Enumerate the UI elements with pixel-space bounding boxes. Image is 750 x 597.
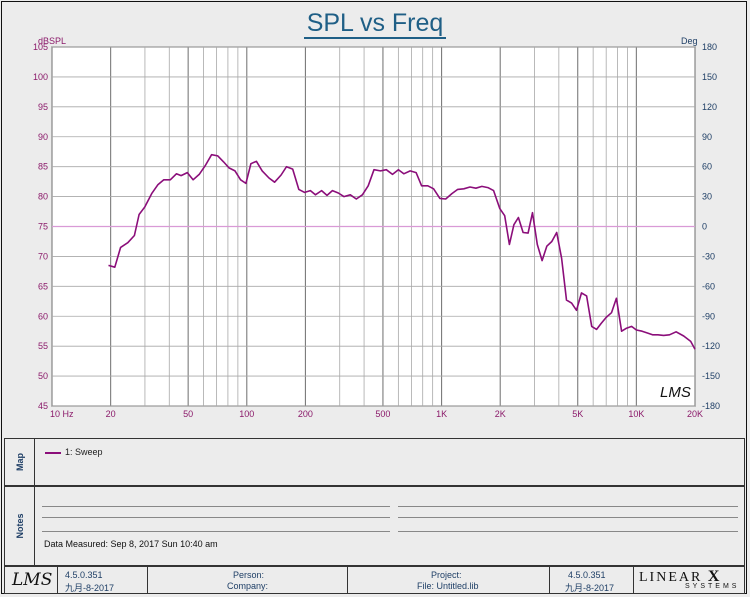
- y2-tick-label: -90: [702, 311, 715, 321]
- footer-date-left: 九月-8-2017: [65, 583, 115, 593]
- footer-project-cell: Project: File: Untitled.lib: [347, 567, 550, 593]
- map-panel: Map 1: Sweep: [4, 438, 745, 486]
- y2-tick-label: 60: [702, 162, 712, 172]
- y-tick-label: 45: [38, 401, 48, 411]
- footer-date-right: 九月-8-2017: [565, 583, 615, 593]
- footer-bar: LMS 4.5.0.351 九月-8-2017 Person: Company:…: [4, 566, 745, 594]
- map-side-label: Map: [5, 439, 35, 485]
- y2-tick-labels: 180 150 120 90 60 30 0 -30 -60 -90 -120 -150 -180: [702, 42, 720, 411]
- y2-tick-label: 0: [702, 222, 707, 232]
- y2-tick-label: 120: [702, 102, 717, 112]
- x-tick-label: 10K: [628, 409, 644, 419]
- y2-tick-label: 90: [702, 132, 712, 142]
- y2-tick-label: -120: [702, 341, 720, 351]
- y-tick-label: 70: [38, 251, 48, 261]
- data-measured-text: Data Measured: Sep 8, 2017 Sun 10:40 am: [44, 539, 218, 549]
- footer-company-label: Company:: [227, 581, 269, 591]
- footer-brand-cell: LINEAR X SYSTEMS: [633, 567, 744, 593]
- notes-line[interactable]: [398, 517, 738, 518]
- x-tick-label: 10 Hz: [50, 409, 74, 419]
- footer-version-right: 4.5.0.351: [568, 570, 606, 580]
- series-line-sweep: [108, 153, 696, 350]
- y-tick-label: 90: [38, 132, 48, 142]
- footer-brand-sub: SYSTEMS: [685, 583, 740, 590]
- series-group: [108, 153, 696, 350]
- brand-x-text: X: [707, 568, 722, 585]
- y-tick-labels: 105 100 95 90 85 80 75 70 65 60 55 50 45: [33, 42, 48, 411]
- y2-tick-label: -30: [702, 251, 715, 261]
- notes-line[interactable]: [42, 517, 390, 518]
- y2-tick-label: 150: [702, 72, 717, 82]
- x-tick-label: 100: [239, 409, 254, 419]
- y-tick-label: 100: [33, 72, 48, 82]
- x-tick-label: 200: [298, 409, 313, 419]
- y2-tick-label: 180: [702, 42, 717, 52]
- chart-title: SPL vs Freq: [0, 9, 750, 39]
- footer-version-cell-left: 4.5.0.351 九月-8-2017: [57, 567, 148, 593]
- spl-chart: 10 Hz 20 50 100 200 500 1K 2K 5K 10K 20K 105100959…: [33, 42, 720, 419]
- x-tick-label: 20: [106, 409, 116, 419]
- y-tick-label: 80: [38, 192, 48, 202]
- y-tick-label: 60: [38, 311, 48, 321]
- y2-tick-label: -60: [702, 281, 715, 291]
- x-tick-label: 50: [183, 409, 193, 419]
- x-tick-label: 5K: [572, 409, 583, 419]
- y-tick-label: 105: [33, 42, 48, 52]
- footer-person-label: Person:: [233, 570, 265, 580]
- footer-version-cell-right: 4.5.0.351 九月-8-2017: [549, 567, 634, 593]
- notes-side-label: Notes: [5, 487, 35, 565]
- y-tick-label: 85: [38, 162, 48, 172]
- notes-line[interactable]: [398, 506, 738, 507]
- x-tick-label: 1K: [436, 409, 447, 419]
- footer-logo-cell: LMS: [5, 567, 58, 593]
- left-axis-unit: dBSPL: [38, 36, 67, 46]
- y2-tick-label: -150: [702, 371, 720, 381]
- y-tick-label: 95: [38, 102, 48, 112]
- legend-entry: 1: Sweep: [65, 447, 103, 457]
- x-tick-labels: 10 Hz 20 50 100 200 500 1K 2K 5K 10K 20K: [50, 409, 703, 419]
- footer-project-label: Project:: [431, 570, 462, 580]
- y-tick-label: 55: [38, 341, 48, 351]
- y-tick-label: 50: [38, 371, 48, 381]
- y-tick-label: 65: [38, 281, 48, 291]
- footer-version-left: 4.5.0.351: [65, 570, 103, 580]
- y2-tick-label: 30: [702, 192, 712, 202]
- notes-line[interactable]: [42, 531, 390, 532]
- footer-lms-logo: LMS: [12, 570, 53, 590]
- notes-panel: Notes Data Measured: Sep 8, 2017 Sun 10:…: [4, 486, 745, 566]
- notes-line[interactable]: [398, 531, 738, 532]
- legend-swatch: [45, 452, 61, 454]
- y-tick-label: 75: [38, 222, 48, 232]
- footer-file-label: File: Untitled.lib: [417, 581, 479, 591]
- y2-tick-label: -180: [702, 401, 720, 411]
- footer-person-cell: Person: Company:: [147, 567, 348, 593]
- lms-watermark: LMS: [660, 384, 691, 401]
- notes-line[interactable]: [42, 506, 390, 507]
- brand-main-text: LINEAR: [639, 570, 703, 585]
- x-tick-label: 2K: [495, 409, 506, 419]
- footer-brand-logo: LINEAR X: [639, 568, 721, 586]
- x-tick-label: 20K: [687, 409, 703, 419]
- x-tick-label: 500: [375, 409, 390, 419]
- right-axis-unit: Deg: [681, 36, 698, 46]
